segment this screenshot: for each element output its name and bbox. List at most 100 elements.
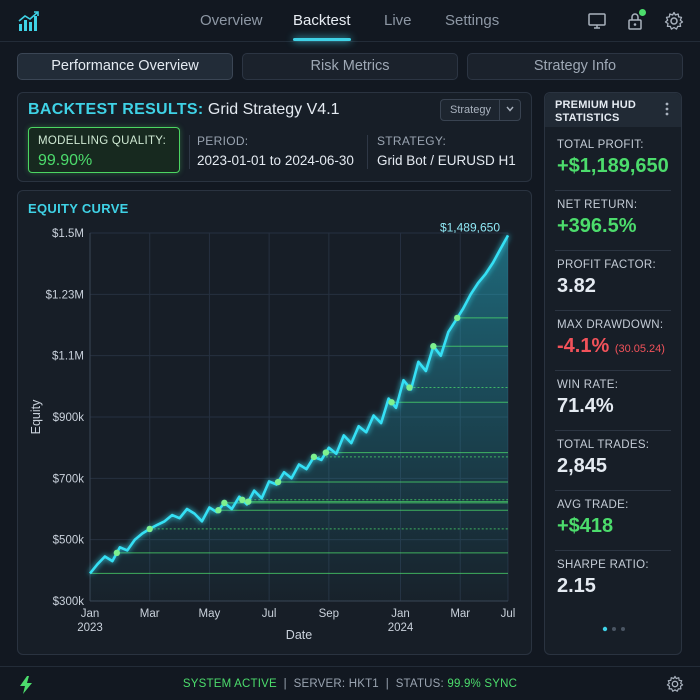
subtab-strategy-info[interactable]: Strategy Info xyxy=(467,53,683,80)
stat-value: 71.4% xyxy=(557,395,614,418)
trade-marker xyxy=(146,525,153,533)
stat-label: SHARPE RATIO: xyxy=(557,559,649,571)
bar-chart-logo-icon[interactable] xyxy=(17,10,41,32)
trade-marker xyxy=(221,499,228,507)
subtab-performance-overview[interactable]: Performance Overview xyxy=(17,53,233,80)
x-tick-label: Jan xyxy=(391,608,410,620)
sync-status: 99.9% SYNC xyxy=(447,678,518,690)
y-tick-label: $1.5M xyxy=(52,228,84,240)
tab-live[interactable]: Live xyxy=(384,12,412,29)
stat-item: AVG TRADE: +$418 xyxy=(545,491,681,551)
y-tick-label: $700k xyxy=(53,473,85,485)
equity-line xyxy=(88,234,510,575)
stat-value: +396.5% xyxy=(557,215,637,238)
stat-value-text: 2,845 xyxy=(557,455,608,477)
trade-marker xyxy=(310,453,318,461)
modelling-quality-box: MODELLING QUALITY: 99.90% xyxy=(28,127,180,173)
y-tick-label: $900k xyxy=(53,412,85,424)
strategy-select-label: Strategy xyxy=(450,104,491,116)
stat-value: +$418 xyxy=(557,515,613,538)
stat-label: PROFIT FACTOR: xyxy=(557,259,656,271)
stat-value: 3.82 xyxy=(557,275,596,298)
stat-item: MAX DRAWDOWN: -4.1% (30.05.24) xyxy=(545,311,681,371)
stat-value: +$1,189,650 xyxy=(557,155,669,178)
modelling-quality-value: 99.90% xyxy=(38,152,93,169)
trade-marker xyxy=(239,496,246,503)
stat-divider xyxy=(555,490,671,491)
x-tick-label: Mar xyxy=(450,608,470,620)
trade-marker xyxy=(215,507,222,514)
trade-markers xyxy=(113,314,461,557)
stat-label: TOTAL PROFIT: xyxy=(557,139,644,151)
equity-curve-panel: EQUITY CURVE $1.5M $1.23M $1.1M $900k $700k $… xyxy=(17,190,532,655)
stat-value-text: +$418 xyxy=(557,515,614,537)
results-title-prefix: BACKTEST RESULTS: xyxy=(28,101,204,118)
backtest-results-panel: BACKTEST RESULTS: Grid Strategy V4.1 Str… xyxy=(17,92,532,182)
top-nav: Overview Backtest Live Settings xyxy=(0,0,700,42)
hud-header: PREMIUM HUD STATISTICS xyxy=(545,93,681,127)
lightning-bolt-icon xyxy=(20,676,32,694)
status-prefix: STATUS: xyxy=(395,678,444,690)
equity-chart[interactable]: $1.5M$1.23M$1.1M$900k$700k$500k$300kJan2… xyxy=(18,191,531,654)
y-axis-title: Equity xyxy=(29,399,43,434)
status-text: SYSTEM ACTIVE | SERVER: HKT1 | STATUS: 9… xyxy=(182,678,518,690)
stat-value-text: 3.82 xyxy=(557,275,596,297)
stat-divider xyxy=(555,310,671,311)
results-title: BACKTEST RESULTS: Grid Strategy V4.1 xyxy=(28,101,340,119)
monitor-icon[interactable] xyxy=(587,11,607,31)
stat-label: MAX DRAWDOWN: xyxy=(557,319,664,331)
stat-label: WIN RATE: xyxy=(557,379,619,391)
kebab-menu-icon[interactable] xyxy=(662,101,672,117)
chart-labels: $1.5M$1.23M$1.1M$900k$700k$500k$300kJan2… xyxy=(29,220,515,642)
stat-item: PROFIT FACTOR: 3.82 xyxy=(545,251,681,311)
lock-icon[interactable] xyxy=(625,11,645,31)
gear-icon[interactable] xyxy=(664,11,684,31)
strategy-value: Grid Bot / EURUSD H1 xyxy=(377,153,516,168)
tab-settings[interactable]: Settings xyxy=(445,12,500,29)
stat-divider xyxy=(555,190,671,191)
x-tick-label: May xyxy=(199,608,221,620)
trade-marker xyxy=(113,549,121,557)
strategy-select[interactable]: Strategy xyxy=(440,99,521,121)
stat-value: 2,845 xyxy=(557,455,607,478)
period-label: PERIOD: xyxy=(197,134,249,148)
status-bar: SYSTEM ACTIVE | SERVER: HKT1 | STATUS: 9… xyxy=(0,666,700,700)
divider xyxy=(367,135,368,169)
gear-icon[interactable] xyxy=(666,675,684,693)
divider xyxy=(189,135,190,169)
chart-area xyxy=(90,235,508,601)
x-tick-year-label: 2024 xyxy=(388,622,414,634)
equity-end-label: $1,489,650 xyxy=(440,220,500,234)
stat-value-text: 2.15 xyxy=(557,575,596,597)
stat-label: NET RETURN: xyxy=(557,199,638,211)
stat-item: TOTAL PROFIT: +$1,189,650 xyxy=(545,131,681,191)
stat-divider xyxy=(555,370,671,371)
stat-divider xyxy=(555,250,671,251)
stat-note: (30.05.24) xyxy=(614,343,665,355)
modelling-quality-label: MODELLING QUALITY: xyxy=(38,135,167,147)
stat-value-text: 71.4% xyxy=(557,395,614,417)
stat-value-text: -4.1% xyxy=(557,335,610,357)
results-strategy-name: Grid Strategy V4.1 xyxy=(207,101,340,118)
stat-item: NET RETURN: +396.5% xyxy=(545,191,681,251)
system-status: SYSTEM ACTIVE xyxy=(182,678,277,690)
stat-divider xyxy=(555,550,671,551)
pagination-dots[interactable] xyxy=(602,626,626,632)
y-tick-label: $500k xyxy=(53,535,85,547)
hud-title: PREMIUM HUD STATISTICS xyxy=(555,99,637,124)
trade-marker xyxy=(430,343,437,350)
trade-marker xyxy=(245,498,252,505)
stat-item: SHARPE RATIO: 2.15 xyxy=(545,551,681,611)
trade-marker xyxy=(274,478,282,486)
stat-label: AVG TRADE: xyxy=(557,499,629,511)
server-status: SERVER: HKT1 xyxy=(293,678,379,690)
tab-overview[interactable]: Overview xyxy=(200,12,263,29)
y-tick-label: $1.23M xyxy=(46,289,84,301)
equity-area xyxy=(90,235,508,601)
strategy-label: STRATEGY: xyxy=(377,134,447,148)
subtab-risk-metrics[interactable]: Risk Metrics xyxy=(242,53,458,80)
y-tick-label: $300k xyxy=(53,596,85,608)
stat-value: -4.1% (30.05.24) xyxy=(557,335,665,358)
tab-backtest[interactable]: Backtest xyxy=(293,12,351,29)
trade-marker xyxy=(322,449,330,456)
